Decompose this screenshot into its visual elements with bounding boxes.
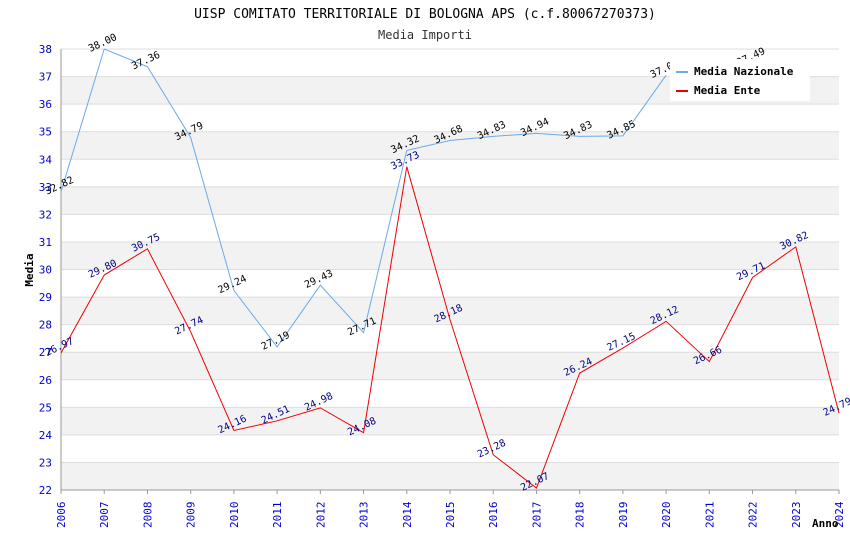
x-tick-label: 2011: [271, 502, 284, 529]
x-tick-label: 2023: [790, 502, 803, 529]
y-tick-label: 24: [39, 429, 53, 442]
band-25: [61, 379, 839, 408]
y-tick-label: 36: [39, 98, 52, 111]
gridlines: [60, 48, 839, 491]
x-tick-label: 2008: [141, 502, 154, 529]
band-34: [61, 131, 839, 160]
y-tick-label: 38: [39, 43, 52, 56]
band-31: [61, 214, 839, 242]
band-26: [61, 352, 839, 380]
chart-subtitle: Media Importi: [378, 28, 472, 42]
x-tick-label: 2010: [228, 502, 241, 529]
background-bands: [61, 49, 839, 490]
y-tick-label: 27: [39, 346, 52, 359]
x-tick-label: 2022: [747, 502, 760, 529]
x-tick-label: 2021: [703, 502, 716, 529]
x-tick-label: 2006: [55, 502, 68, 529]
x-tick-label: 2012: [314, 502, 327, 529]
x-tick-label: 2013: [358, 502, 371, 529]
x-tick-label: 2024: [833, 501, 846, 528]
y-tick-label: 22: [39, 484, 52, 497]
series-lines: [60, 48, 840, 489]
x-tick-label: 2016: [487, 502, 500, 529]
y-tick-label: 30: [39, 264, 52, 277]
legend: Media Nazionale Media Ente: [670, 59, 810, 101]
y-tick-label: 37: [39, 71, 52, 84]
band-30: [61, 241, 839, 270]
chart-title: UISP COMITATO TERRITORIALE DI BOLOGNA AP…: [194, 7, 656, 22]
x-tick-label: 2017: [530, 502, 543, 529]
x-tick-label: 2009: [185, 502, 198, 529]
legend-entry-media-ente: Media Ente: [694, 84, 761, 97]
x-tick-label: 2018: [574, 502, 587, 529]
y-tick-label: 32: [39, 208, 52, 221]
x-tick-label: 2014: [401, 501, 414, 528]
series-line-media-ente: [60, 166, 840, 489]
band-35: [61, 104, 839, 132]
x-tick-label: 2015: [444, 502, 457, 529]
y-tick-label: 34: [39, 153, 53, 166]
band-29: [61, 269, 839, 298]
legend-box: [670, 59, 810, 101]
band-22: [61, 462, 839, 490]
y-tick-label: 33: [39, 181, 52, 194]
x-tick-label: 2020: [660, 502, 673, 529]
x-tick-label: 2019: [617, 502, 630, 529]
y-tick-label: 28: [39, 319, 52, 332]
band-32: [61, 186, 839, 215]
x-tick-label: 2007: [98, 502, 111, 529]
band-23: [61, 434, 839, 463]
y-tick-label: 26: [39, 374, 52, 387]
y-axis-ticks: 22 23 24 25 26 27 28 29 30 31 32 33 34 35 36 37 38: [39, 43, 53, 497]
band-33: [61, 159, 839, 187]
x-axis-ticks: 2006 2007 2008 2009 2010 2011 2012 2013 2014 2015…: [55, 490, 846, 528]
y-tick-label: 35: [39, 126, 52, 139]
legend-entry-media-nazionale: Media Nazionale: [694, 65, 794, 78]
y-axis-label: Media: [23, 253, 36, 286]
band-24: [61, 407, 839, 435]
y-tick-label: 31: [39, 236, 52, 249]
y-tick-label: 25: [39, 401, 52, 414]
band-27: [61, 324, 839, 353]
y-tick-label: 23: [39, 456, 52, 469]
series-line-media-nazionale: [60, 48, 667, 348]
y-tick-label: 29: [39, 291, 52, 304]
x-axis-label: Anno: [812, 517, 839, 530]
